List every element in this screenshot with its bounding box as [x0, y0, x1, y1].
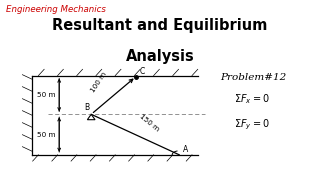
Text: Engineering Mechanics: Engineering Mechanics	[6, 4, 106, 14]
Text: $\Sigma F_y = 0$: $\Sigma F_y = 0$	[234, 118, 269, 132]
Text: Problem#12: Problem#12	[220, 73, 286, 82]
Text: 50 m: 50 m	[37, 92, 55, 98]
Text: 150 m: 150 m	[139, 113, 160, 133]
Text: $\Sigma F_x = 0$: $\Sigma F_x = 0$	[234, 93, 269, 107]
Text: 100 m: 100 m	[89, 71, 107, 94]
Text: 50 m: 50 m	[37, 132, 55, 138]
Text: B: B	[84, 103, 90, 112]
Text: Analysis: Analysis	[126, 49, 194, 64]
Text: A: A	[183, 145, 188, 154]
Text: Resultant and Equilibrium: Resultant and Equilibrium	[52, 18, 268, 33]
Text: C: C	[140, 67, 145, 76]
